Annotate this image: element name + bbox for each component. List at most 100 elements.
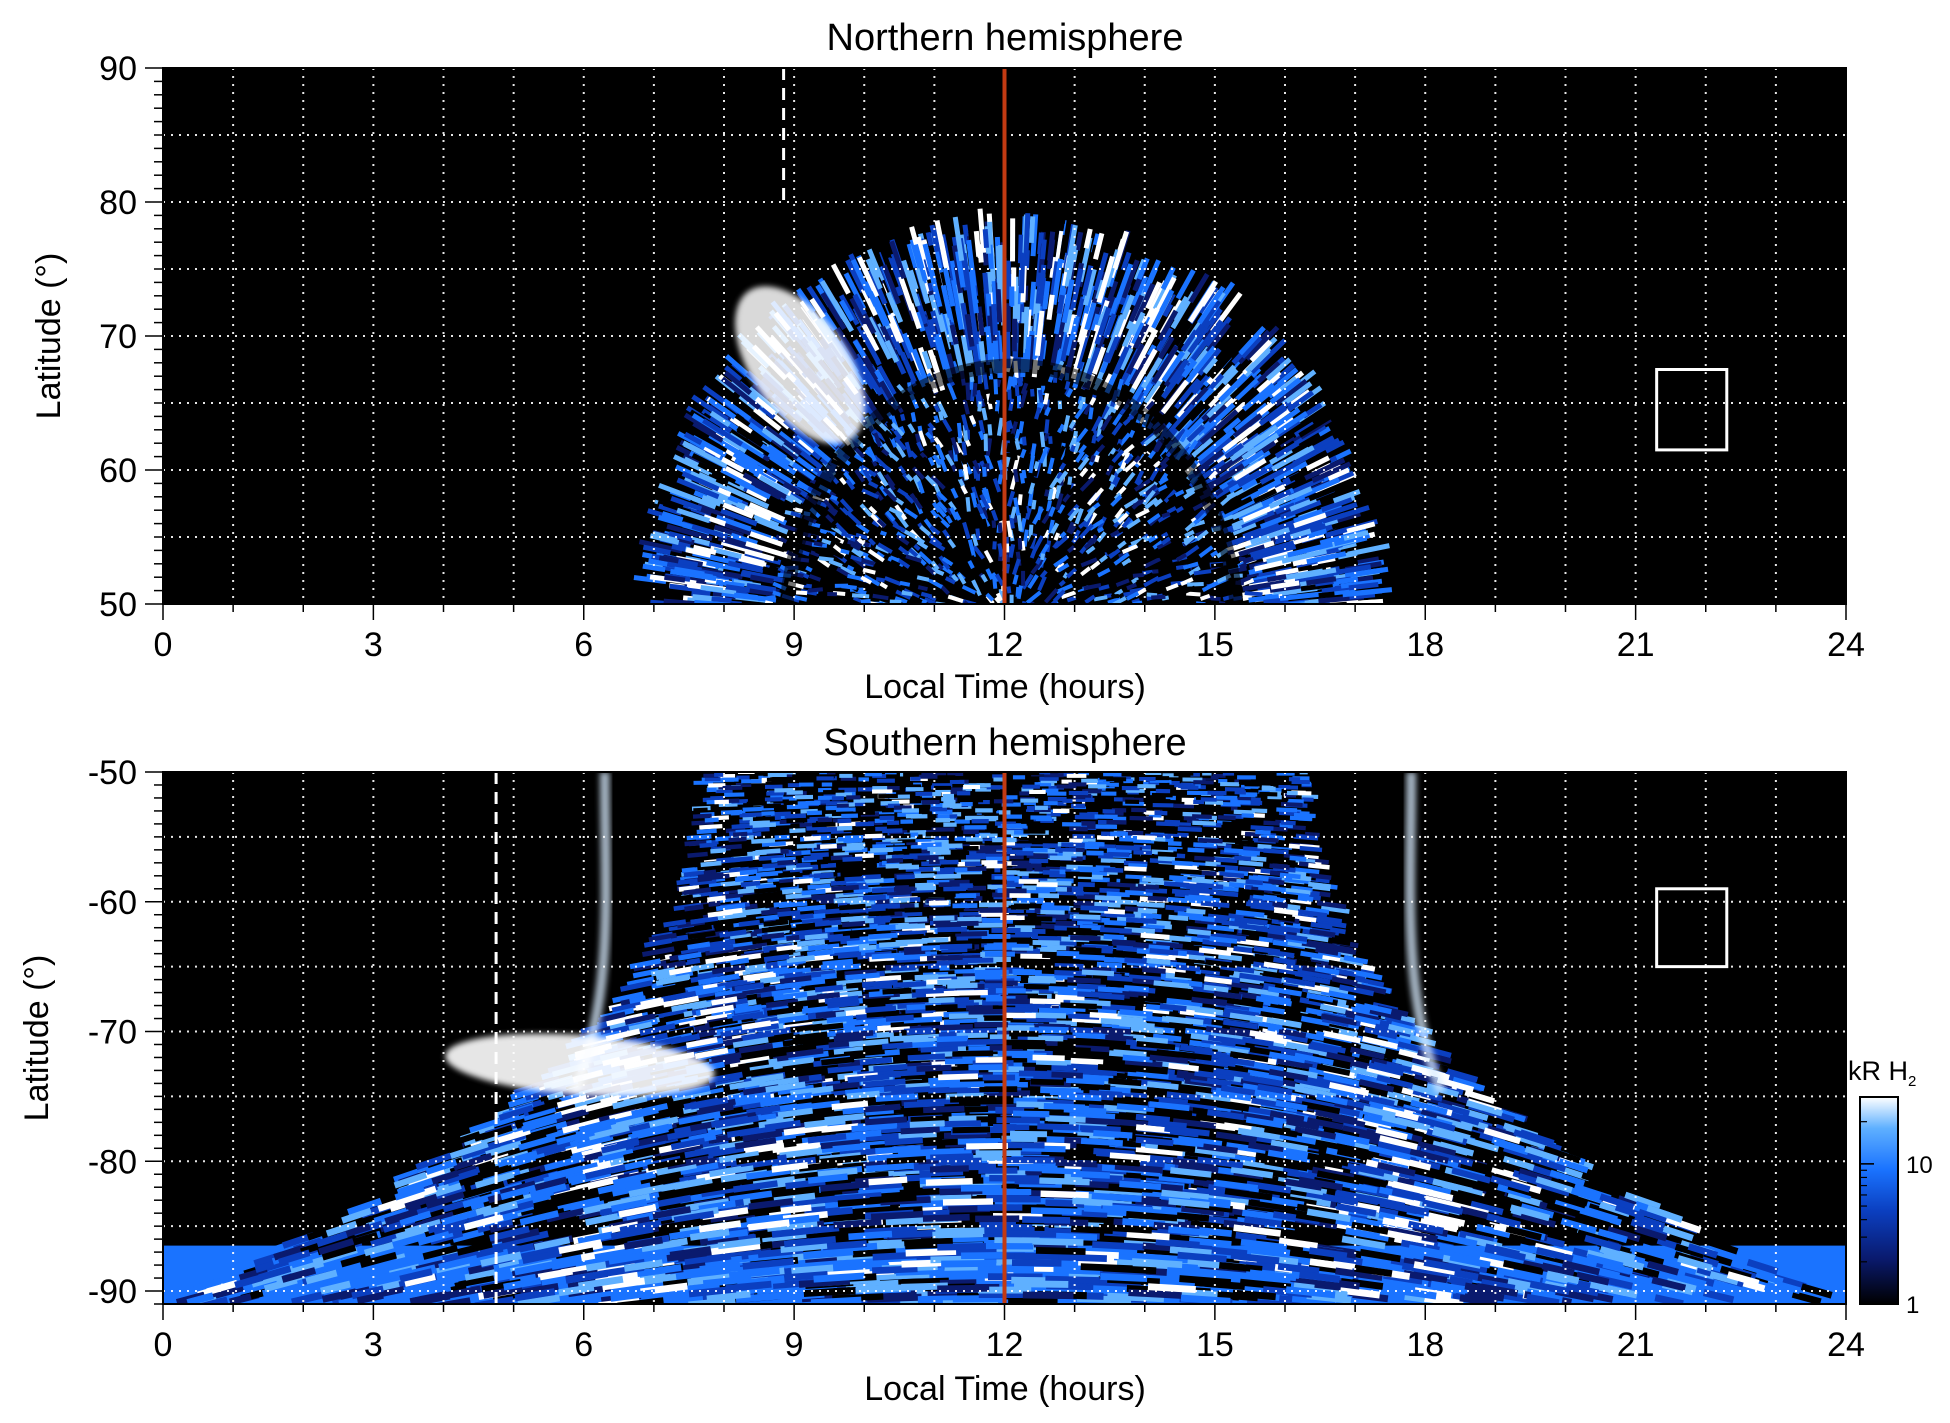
emission-streak: [1112, 603, 1114, 604]
emission-streak: [1340, 578, 1383, 589]
emission-streak: [763, 919, 789, 927]
emission-streak: [1209, 603, 1212, 604]
emission-streak: [1179, 1008, 1217, 1019]
emission-streak: [819, 279, 848, 323]
emission-streak: [1269, 377, 1302, 405]
emission-streak: [1191, 437, 1214, 458]
emission-streak: [1105, 314, 1126, 354]
emission-streak: [1121, 322, 1137, 348]
emission-streak: [881, 442, 895, 459]
emission-streak: [839, 498, 854, 514]
emission-streak: [1111, 449, 1125, 463]
emission-streak: [936, 283, 950, 321]
emission-streak: [916, 479, 925, 494]
emission-streak: [1436, 1242, 1477, 1257]
emission-streak: [1136, 257, 1150, 281]
emission-streak: [1019, 472, 1026, 484]
emission-streak: [852, 339, 867, 359]
emission-streak: [373, 1207, 410, 1225]
emission-streak: [948, 450, 954, 461]
emission-streak: [1130, 536, 1148, 546]
emission-streak: [830, 507, 839, 515]
emission-streak: [1021, 436, 1027, 446]
emission-streak: [1141, 565, 1153, 572]
emission-streak: [999, 599, 1006, 604]
emission-streak: [761, 427, 785, 447]
emission-streak: [879, 429, 891, 444]
emission-streak: [1293, 421, 1315, 438]
emission-streak: [811, 893, 836, 901]
emission-streak: [612, 991, 644, 1004]
emission-streak: [877, 542, 893, 554]
emission-streak: [861, 323, 880, 352]
emission-streak: [1191, 374, 1210, 396]
emission-streak: [932, 501, 941, 513]
emission-streak: [1031, 499, 1037, 510]
emission-streak: [855, 532, 869, 541]
emission-streak: [1135, 1113, 1171, 1123]
emission-streak: [992, 477, 1002, 493]
emission-streak: [825, 514, 835, 524]
emission-streak: [722, 435, 750, 455]
emission-streak: [928, 538, 946, 552]
emission-streak: [1083, 583, 1102, 591]
emission-streak: [1118, 347, 1134, 371]
emission-streak: [1019, 389, 1028, 408]
emission-streak: [1208, 460, 1250, 490]
emission-streak: [938, 410, 944, 421]
emission-streak: [794, 507, 803, 514]
emission-streak: [819, 457, 829, 466]
emission-streak: [957, 478, 966, 488]
emission-streak: [1057, 890, 1084, 896]
emission-streak: [876, 471, 889, 487]
emission-streak: [797, 904, 826, 912]
emission-streak: [1032, 303, 1041, 339]
emission-streak: [977, 208, 987, 253]
emission-streak: [1633, 1251, 1665, 1266]
emission-streak: [823, 498, 834, 511]
emission-streak: [1066, 521, 1075, 534]
emission-streak: [908, 547, 919, 558]
emission-streak: [881, 264, 901, 305]
x-axis-label-north: Local Time (hours): [864, 668, 1146, 706]
emission-streak: [683, 441, 728, 469]
emission-streak: [1273, 378, 1308, 407]
emission-streak: [1030, 443, 1037, 459]
emission-streak: [893, 436, 907, 451]
emission-streak: [808, 573, 822, 582]
emission-streak: [1149, 553, 1160, 560]
emission-streak: [1107, 453, 1114, 462]
emission-streak: [884, 429, 895, 440]
emission-streak: [1020, 540, 1026, 551]
emission-streak: [1295, 1096, 1335, 1110]
emission-streak: [1111, 422, 1123, 436]
emission-streak: [927, 594, 937, 602]
emission-streak: [1179, 428, 1190, 443]
emission-streak: [734, 477, 771, 500]
emission-streak: [1128, 294, 1145, 323]
emission-streak: [999, 394, 1005, 402]
emission-streak: [1070, 1057, 1104, 1066]
emission-streak: [661, 511, 684, 523]
emission-streak: [958, 469, 964, 478]
emission-streak: [1004, 456, 1011, 468]
emission-streak: [750, 479, 783, 500]
emission-streak: [1063, 309, 1073, 333]
emission-streak: [991, 303, 999, 336]
emission-streak: [1005, 552, 1011, 563]
emission-streak: [1055, 493, 1064, 511]
emission-streak: [1114, 588, 1124, 597]
emission-streak: [783, 418, 817, 449]
emission-streak: [1248, 1199, 1296, 1213]
emission-streak: [1121, 590, 1136, 597]
emission-streak: [1064, 244, 1077, 287]
emission-streak: [1242, 846, 1267, 853]
emission-streak: [1188, 390, 1218, 422]
emission-streak: [1073, 441, 1081, 454]
emission-streak: [862, 281, 879, 307]
emission-streak: [1060, 334, 1071, 362]
emission-streak: [836, 567, 851, 578]
emission-streak: [1174, 489, 1185, 497]
emission-streak: [340, 1252, 372, 1268]
emission-streak: [1317, 603, 1319, 604]
